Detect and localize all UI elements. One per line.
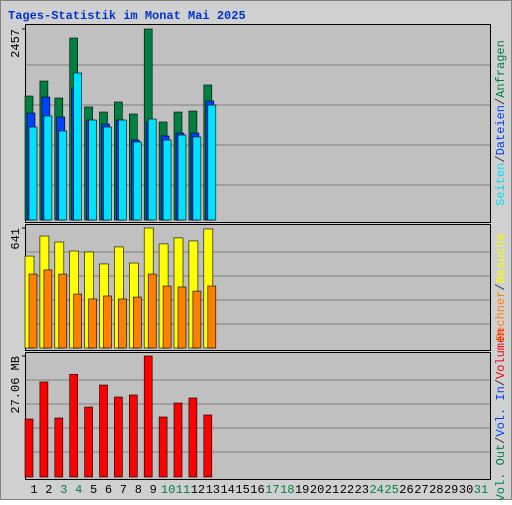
x-tick-label: 10 <box>161 483 175 497</box>
x-tick-label: 31 <box>474 483 488 497</box>
bar <box>188 397 198 478</box>
x-tick-label: 30 <box>459 483 473 497</box>
bar <box>103 295 112 349</box>
bar <box>28 273 38 349</box>
bar <box>133 296 142 349</box>
chart-title: Tages-Statistik im Monat Mai 2025 <box>8 9 246 23</box>
bar <box>88 119 97 221</box>
bar <box>143 355 153 478</box>
x-tick-label: 26 <box>399 483 413 497</box>
x-tick-label: 17 <box>265 483 279 497</box>
bar <box>73 72 82 221</box>
x-tick-label: 24 <box>369 483 383 497</box>
legend-entry: Volumen <box>494 329 508 379</box>
legend: Rechner/Besuche <box>494 233 508 341</box>
bar <box>192 136 202 221</box>
bar <box>173 402 183 478</box>
x-tick-label: 2 <box>45 483 52 497</box>
legend-separator: / <box>494 98 508 105</box>
legend-entry: Seiten <box>494 163 508 206</box>
legend-separator: / <box>494 379 508 386</box>
bar <box>39 381 49 478</box>
bar <box>114 396 123 478</box>
legend-entry: Vol. Out <box>494 444 508 500</box>
legend-entry: Dateien <box>494 105 508 155</box>
bar <box>88 298 97 349</box>
bar <box>73 293 82 349</box>
bar <box>118 298 127 349</box>
x-tick-label: 5 <box>90 483 97 497</box>
x-tick-label: 23 <box>355 483 369 497</box>
bar <box>192 290 202 349</box>
bar <box>147 273 157 349</box>
x-tick-label: 21 <box>325 483 339 497</box>
x-tick-label: 16 <box>250 483 264 497</box>
bar <box>43 269 53 349</box>
y-tick-label: 27.06 MB <box>9 356 23 414</box>
x-tick-label: 28 <box>429 483 443 497</box>
x-tick-label: 29 <box>444 483 458 497</box>
bar <box>129 394 138 478</box>
bar <box>177 134 187 221</box>
bar <box>54 417 64 478</box>
bar <box>58 273 68 349</box>
bar <box>162 285 172 349</box>
x-tick-label: 15 <box>235 483 249 497</box>
x-tick-label: 22 <box>340 483 354 497</box>
bar <box>158 416 168 478</box>
legend-entry: Anfragen <box>494 40 508 98</box>
y-tick-label: 2457 <box>9 29 23 58</box>
bar <box>118 119 127 221</box>
bar <box>203 414 213 478</box>
x-tick-label: 25 <box>384 483 398 497</box>
bar <box>84 406 93 478</box>
y-tick-label: 641 <box>9 228 23 250</box>
legend-separator: / <box>494 155 508 162</box>
legend-entry: Rechner <box>494 291 508 341</box>
x-tick-label: 1 <box>30 483 37 497</box>
bar <box>103 126 112 221</box>
x-tick-label: 4 <box>75 483 82 497</box>
x-tick-label: 11 <box>176 483 190 497</box>
x-tick-label: 12 <box>191 483 205 497</box>
x-tick-label: 20 <box>310 483 324 497</box>
legend-separator: / <box>494 437 508 444</box>
panel <box>25 352 491 480</box>
bar <box>147 118 157 221</box>
bar <box>207 104 217 221</box>
bar <box>58 130 68 221</box>
x-tick-label: 14 <box>220 483 234 497</box>
legend-entry: Vol. In <box>494 386 508 436</box>
x-tick-label: 18 <box>280 483 294 497</box>
legend: Vol. Out/Vol. In/Volumen <box>494 329 508 500</box>
x-tick-label: 3 <box>60 483 67 497</box>
x-tick-label: 7 <box>120 483 127 497</box>
bar <box>162 139 172 221</box>
bar <box>24 418 34 478</box>
x-tick-label: 8 <box>135 483 142 497</box>
bar <box>177 286 187 349</box>
x-tick-label: 27 <box>414 483 428 497</box>
bar <box>133 141 142 221</box>
x-tick-label: 6 <box>105 483 112 497</box>
bar <box>28 126 38 221</box>
x-tick-label: 19 <box>295 483 309 497</box>
legend-separator: / <box>494 283 508 290</box>
bar <box>99 384 108 478</box>
x-tick-label: 13 <box>206 483 220 497</box>
bar <box>207 285 217 349</box>
x-tick-label: 9 <box>150 483 157 497</box>
legend: Seiten/Dateien/Anfragen <box>494 40 508 206</box>
bar <box>69 373 78 478</box>
legend-entry: Besuche <box>494 233 508 283</box>
bar <box>43 115 53 221</box>
